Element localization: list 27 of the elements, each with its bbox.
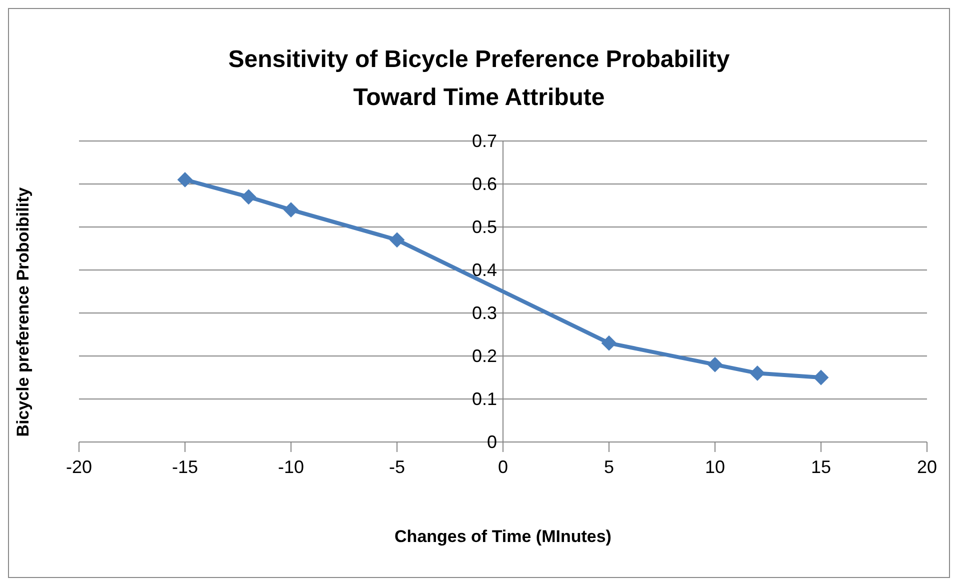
point [708, 357, 722, 372]
y-tick-label: 0 [486, 432, 497, 452]
point [284, 202, 298, 218]
x-tick-label: 15 [810, 456, 832, 477]
chart-title: Sensitivity of Bicycle Preference Probability Toward Time Attribute [227, 45, 731, 113]
y-tick-label: 0.5 [472, 217, 497, 237]
point [178, 172, 192, 188]
x-tick-label: -10 [278, 456, 304, 477]
y-axis-title: Bicycle preference Proboibility [14, 186, 34, 436]
x-tick-label: -20 [66, 456, 92, 477]
point [602, 336, 616, 351]
x-tick-label: -5 [388, 456, 406, 477]
point [390, 232, 404, 248]
point [750, 366, 765, 381]
y-tick-label: 0.2 [472, 346, 497, 366]
y-tick-label: 0.4 [472, 260, 497, 280]
y-tick-label: 0.7 [472, 131, 497, 151]
y-tick-label: 0.1 [472, 389, 497, 409]
point [241, 189, 256, 204]
x-tick-label: 20 [916, 456, 938, 477]
x-tick-label: -15 [172, 456, 198, 477]
x-tick-label: 5 [604, 456, 614, 477]
y-tick-label: 0.6 [472, 174, 497, 194]
y-tick-label: 0.3 [472, 303, 497, 323]
x-axis-title: Changes of Time (MInutes) [394, 527, 612, 547]
point [814, 370, 828, 385]
x-tick-label: 10 [704, 456, 726, 477]
